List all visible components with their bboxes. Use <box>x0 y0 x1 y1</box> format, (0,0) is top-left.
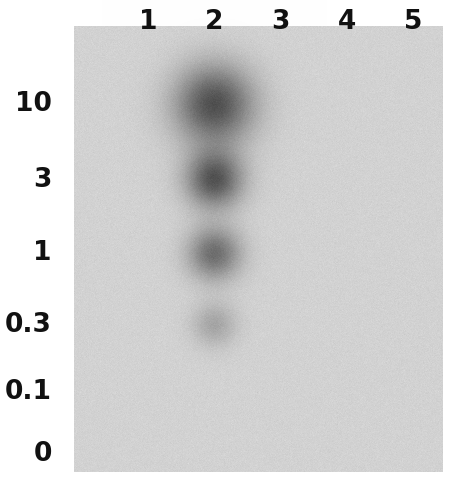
Text: 4: 4 <box>338 9 356 35</box>
Text: 0: 0 <box>33 441 52 467</box>
Text: 5: 5 <box>404 9 423 35</box>
Text: 3: 3 <box>271 9 290 35</box>
Text: 3: 3 <box>33 167 52 193</box>
Text: 0.1: 0.1 <box>5 379 52 405</box>
Text: 1: 1 <box>33 241 52 267</box>
Text: 10: 10 <box>15 91 52 117</box>
Text: 2: 2 <box>205 9 223 35</box>
Text: 1: 1 <box>139 9 157 35</box>
Text: 0.3: 0.3 <box>5 312 52 338</box>
